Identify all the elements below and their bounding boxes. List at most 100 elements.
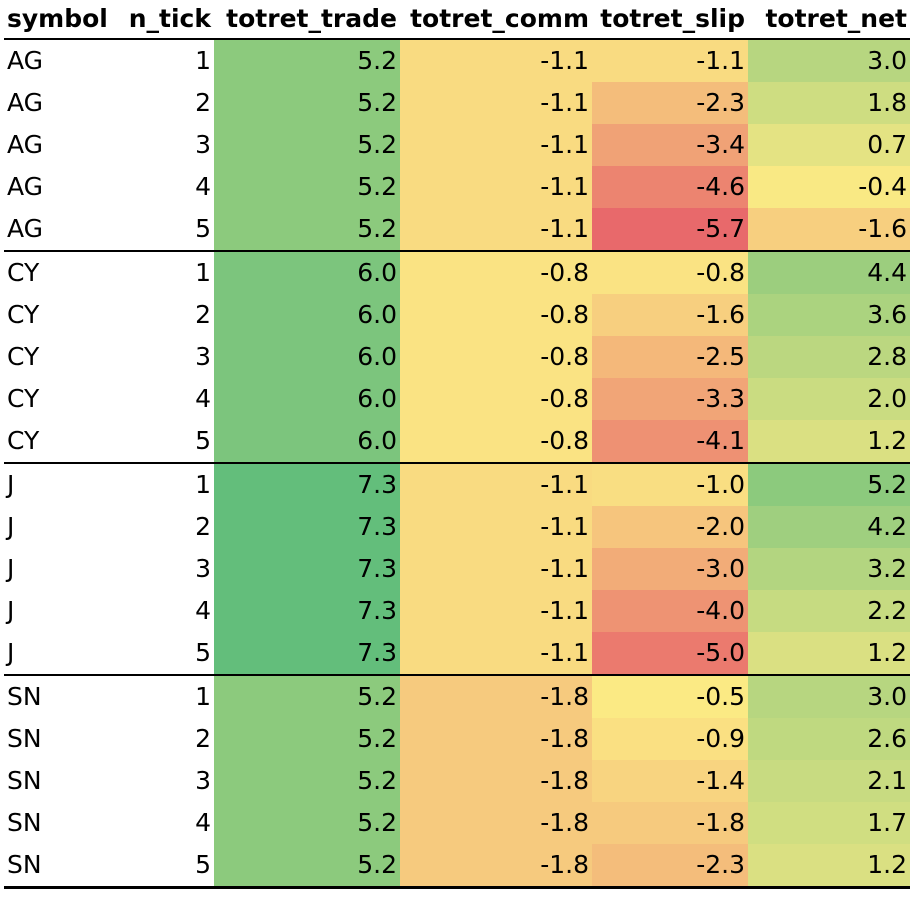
cell-n-tick: 5 (112, 420, 214, 464)
cell-totret-slip: -5.0 (592, 632, 748, 676)
table-row: J 1 7.3 -1.1 -1.0 5.2 (4, 463, 910, 506)
table-row: AG 4 5.2 -1.1 -4.6 -0.4 (4, 166, 910, 208)
cell-totret-trade: 7.3 (214, 463, 400, 506)
table-row: AG 2 5.2 -1.1 -2.3 1.8 (4, 82, 910, 124)
cell-symbol: AG (7, 46, 44, 75)
cell-totret-slip: -0.8 (592, 251, 748, 294)
cell-symbol: J (4, 632, 112, 676)
cell-totret-comm: -0.8 (400, 294, 592, 336)
header-totret-net: totret_net (748, 0, 910, 40)
cell-totret-trade: 5.2 (214, 208, 400, 252)
table-row: CY 4 6.0 -0.8 -3.3 2.0 (4, 378, 910, 420)
cell-totret-slip: -0.5 (592, 675, 748, 718)
cell-totret-slip: -2.3 (592, 844, 748, 889)
cell-totret-slip: -4.1 (592, 420, 748, 464)
table-row: J 2 7.3 -1.1 -2.0 4.2 (4, 506, 910, 548)
cell-totret-comm: -0.8 (400, 251, 592, 294)
cell-totret-slip: -2.3 (592, 82, 748, 124)
cell-totret-net: 2.1 (748, 760, 910, 802)
cell-totret-net: -1.6 (748, 208, 910, 252)
cell-totret-net: 3.0 (748, 675, 910, 718)
cell-symbol: AG (7, 88, 44, 117)
cell-totret-net: 5.2 (748, 463, 910, 506)
cell-totret-comm: -1.1 (400, 590, 592, 632)
cell-totret-trade: 6.0 (214, 378, 400, 420)
cell-totret-trade: 6.0 (214, 294, 400, 336)
cell-totret-net: 1.8 (748, 82, 910, 124)
cell-totret-comm: -1.1 (400, 166, 592, 208)
returns-table: symbol n_tick totret_trade totret_comm t… (4, 0, 910, 889)
cell-totret-net: 3.2 (748, 548, 910, 590)
table-row: CY 3 6.0 -0.8 -2.5 2.8 (4, 336, 910, 378)
cell-totret-comm: -0.8 (400, 420, 592, 464)
cell-totret-slip: -4.6 (592, 166, 748, 208)
cell-totret-comm: -1.1 (400, 463, 592, 506)
cell-n-tick: 1 (195, 258, 211, 287)
cell-totret-trade: 5.2 (214, 166, 400, 208)
cell-totret-trade: 5.2 (214, 760, 400, 802)
cell-n-tick: 4 (195, 172, 211, 201)
cell-totret-trade: 5.2 (214, 39, 400, 82)
cell-n-tick: 5 (112, 844, 214, 889)
cell-totret-slip: -0.9 (592, 718, 748, 760)
header-totret-trade: totret_trade (214, 0, 400, 40)
cell-symbol: CY (7, 300, 40, 329)
cell-totret-net: 4.2 (748, 506, 910, 548)
cell-n-tick: 3 (195, 554, 211, 583)
cell-symbol: SN (4, 844, 112, 889)
cell-totret-comm: -1.1 (400, 124, 592, 166)
cell-totret-comm: -1.1 (400, 548, 592, 590)
cell-totret-net: 2.0 (748, 378, 910, 420)
table-row: CY 1 6.0 -0.8 -0.8 4.4 (4, 251, 910, 294)
cell-symbol: AG (4, 208, 112, 252)
header-totret-comm: totret_comm (400, 0, 592, 40)
cell-totret-trade: 5.2 (214, 675, 400, 718)
cell-totret-slip: -1.4 (592, 760, 748, 802)
cell-n-tick: 2 (195, 88, 211, 117)
cell-totret-slip: -5.7 (592, 208, 748, 252)
cell-totret-comm: -1.8 (400, 760, 592, 802)
cell-symbol: J (7, 554, 15, 583)
cell-totret-net: 3.6 (748, 294, 910, 336)
cell-n-tick: 1 (195, 470, 211, 499)
cell-totret-trade: 5.2 (214, 718, 400, 760)
cell-totret-net: -0.4 (748, 166, 910, 208)
cell-totret-net: 4.4 (748, 251, 910, 294)
cell-symbol: AG (7, 172, 44, 201)
table-row: SN 2 5.2 -1.8 -0.9 2.6 (4, 718, 910, 760)
table-row: J 5 7.3 -1.1 -5.0 1.2 (4, 632, 910, 676)
table-row: SN 5 5.2 -1.8 -2.3 1.2 (4, 844, 910, 889)
header-totret-slip: totret_slip (592, 0, 748, 40)
cell-symbol: SN (7, 766, 42, 795)
cell-n-tick: 5 (112, 208, 214, 252)
cell-totret-trade: 7.3 (214, 548, 400, 590)
cell-symbol: CY (7, 384, 40, 413)
cell-symbol: CY (7, 342, 40, 371)
cell-totret-net: 0.7 (748, 124, 910, 166)
cell-n-tick: 3 (195, 342, 211, 371)
cell-totret-trade: 5.2 (214, 844, 400, 889)
cell-n-tick: 4 (195, 384, 211, 413)
cell-totret-trade: 7.3 (214, 506, 400, 548)
cell-totret-net: 3.0 (748, 39, 910, 82)
table-row: AG 5 5.2 -1.1 -5.7 -1.6 (4, 208, 910, 252)
cell-totret-slip: -3.4 (592, 124, 748, 166)
cell-symbol: SN (7, 682, 42, 711)
cell-totret-trade: 6.0 (214, 336, 400, 378)
table-row: AG 1 5.2 -1.1 -1.1 3.0 (4, 39, 910, 82)
cell-totret-trade: 7.3 (214, 590, 400, 632)
cell-totret-net: 2.2 (748, 590, 910, 632)
cell-totret-slip: -1.6 (592, 294, 748, 336)
cell-n-tick: 1 (195, 682, 211, 711)
table-row: SN 1 5.2 -1.8 -0.5 3.0 (4, 675, 910, 718)
cell-totret-trade: 6.0 (214, 420, 400, 464)
table-row: CY 5 6.0 -0.8 -4.1 1.2 (4, 420, 910, 464)
header-symbol: symbol (4, 0, 112, 40)
cell-totret-trade: 5.2 (214, 802, 400, 844)
cell-n-tick: 4 (195, 808, 211, 837)
cell-totret-comm: -1.1 (400, 506, 592, 548)
cell-symbol: J (7, 512, 15, 541)
cell-totret-trade: 7.3 (214, 632, 400, 676)
cell-totret-trade: 5.2 (214, 82, 400, 124)
